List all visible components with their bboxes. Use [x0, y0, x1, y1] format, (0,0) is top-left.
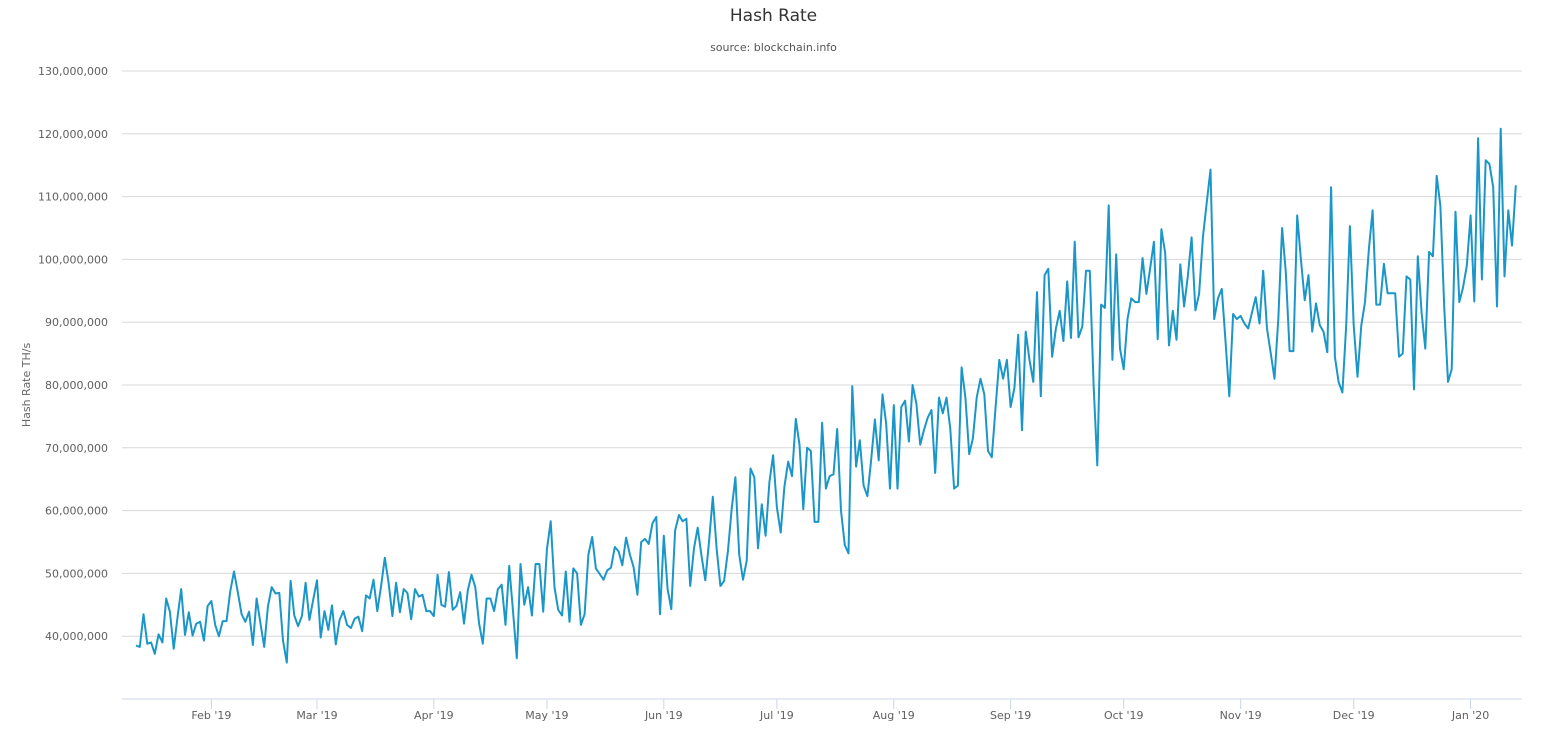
- x-tick-label: Jul '19: [759, 709, 794, 722]
- chart-title: Hash Rate: [729, 6, 818, 26]
- y-tick-label: 120,000,000: [38, 128, 108, 141]
- x-tick-label: Feb '19: [191, 709, 231, 722]
- x-axis: Feb '19 Mar '19 Apr '19 May '19 Jun '19 Jul '…: [122, 698, 1522, 722]
- x-tick-label: May '19: [525, 709, 568, 722]
- y-axis-ticks: 40,000,000 50,000,000 60,000,000 70,000,000…: [38, 65, 108, 643]
- y-axis-label: Hash Rate TH/s: [20, 343, 33, 428]
- y-tick-label: 110,000,000: [38, 191, 108, 204]
- x-tick-label: Jun '19: [644, 709, 683, 722]
- y-tick-label: 90,000,000: [45, 316, 108, 329]
- y-tick-label: 100,000,000: [38, 253, 108, 266]
- y-tick-label: 50,000,000: [45, 567, 108, 580]
- y-tick-label: 70,000,000: [45, 442, 108, 455]
- x-tick-label: Oct '19: [1104, 709, 1144, 722]
- x-tick-label: Aug '19: [873, 709, 915, 722]
- y-tick-label: 40,000,000: [45, 630, 108, 643]
- chart-subtitle: source: blockchain.info: [710, 41, 837, 54]
- gridlines: [122, 70, 1522, 637]
- x-tick-label: Dec '19: [1333, 709, 1375, 722]
- x-tick-label: Apr '19: [414, 709, 454, 722]
- y-tick-label: 130,000,000: [38, 65, 108, 78]
- x-tick-label: Mar '19: [296, 709, 337, 722]
- hash-rate-series-line[interactable]: [135, 127, 1517, 664]
- x-tick-label: Nov '19: [1220, 709, 1262, 722]
- x-tick-label: Sep '19: [990, 709, 1031, 722]
- x-tick-label: Jan '20: [1451, 709, 1489, 722]
- y-tick-label: 80,000,000: [45, 379, 108, 392]
- y-tick-label: 60,000,000: [45, 505, 108, 518]
